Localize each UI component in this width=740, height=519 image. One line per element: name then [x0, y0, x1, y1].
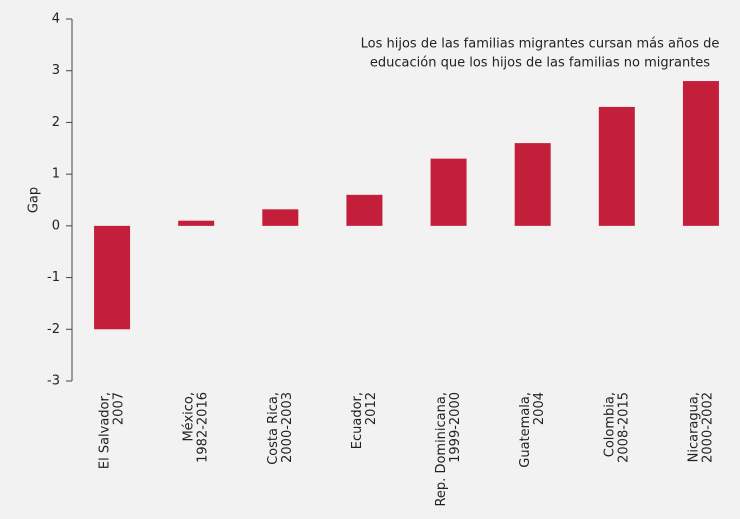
annotation: educación que los hijos de las familias … [370, 56, 710, 71]
x-tick-label: México, [182, 392, 197, 442]
annotation: Los hijos de las familias migrantes curs… [361, 37, 720, 52]
x-tick-label: Ecuador, [350, 392, 365, 449]
bar [178, 220, 215, 226]
x-tick-label: El Salvador, [98, 392, 113, 469]
y-axis-label: Gap [27, 187, 42, 213]
x-tick-label: 2000-2002 [700, 392, 715, 463]
bar [514, 143, 551, 226]
y-tick-label: 2 [52, 115, 60, 130]
bar [346, 194, 383, 226]
y-tick-label: 4 [52, 12, 60, 27]
y-tick-label: -1 [47, 270, 60, 285]
x-tick-label: 2004 [532, 392, 547, 425]
x-tick-label: Colombia, [602, 392, 617, 457]
y-tick-label: -3 [47, 374, 60, 389]
x-tick-label: Nicaragua, [686, 392, 701, 462]
x-tick-label: 1982-2016 [196, 392, 211, 463]
x-tick-label: 1999-2000 [448, 392, 463, 463]
bar [682, 81, 719, 226]
bar [598, 106, 635, 226]
x-tick-label: 2012 [364, 392, 379, 425]
bar [430, 158, 467, 226]
y-tick-label: 0 [52, 218, 60, 233]
x-tick-label: Guatemala, [518, 392, 533, 468]
bar [94, 225, 131, 330]
y-tick-label: 1 [52, 167, 60, 182]
y-tick-label: 3 [52, 63, 60, 78]
x-tick-label: Costa Rica, [266, 392, 281, 465]
x-tick-label: 2007 [112, 392, 127, 425]
bar [262, 209, 299, 226]
x-tick-label: Rep. Dominicana, [434, 392, 449, 507]
x-tick-label: 2000-2003 [280, 392, 295, 463]
x-tick-label: 2008-2015 [616, 392, 631, 463]
y-tick-label: -2 [47, 322, 60, 337]
